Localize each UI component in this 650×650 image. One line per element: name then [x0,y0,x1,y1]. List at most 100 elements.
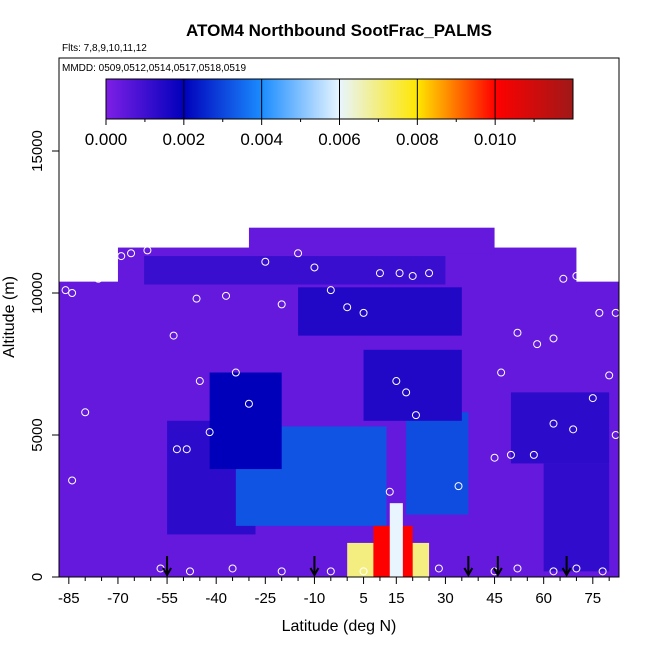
y-tick-label: 15000 [29,130,46,172]
sample-point [192,294,201,303]
sample-point [559,274,568,283]
sample-point [605,371,614,380]
heatmap-cell-14 [389,503,403,577]
colorbar-tick-label: 0.000 [85,130,128,149]
profile-arrow [463,556,474,578]
sample-point [513,564,522,573]
heatmap-cell-11 [543,463,610,572]
dates-label: MMDD: 0509,0512,0514,0517,0518,0519 [62,63,246,74]
sample-point [231,368,240,377]
sample-point [68,289,77,297]
sample-point [375,269,384,278]
sample-point [143,246,152,255]
sample-point [392,377,401,386]
profile-arrows [162,556,572,578]
sample-point [326,567,335,576]
x-axis-label: Latitude (deg N) [282,618,397,635]
x-tick-label: -85 [58,590,80,607]
sample-point [533,340,542,349]
sample-point [611,308,619,317]
sample-point [61,286,70,295]
sample-point [195,377,204,386]
sample-point [182,445,191,454]
sample-point [359,567,368,576]
x-tick-label: 45 [486,590,503,607]
colorbar-tick-label: 0.004 [240,130,283,149]
y-tick-label: 5000 [29,418,46,451]
colorbar-tick-label: 0.002 [163,130,206,149]
sample-point [172,445,181,454]
sample-point [68,476,77,485]
sample-point [513,328,522,337]
x-tick-label: -10 [304,590,326,607]
sample-point [549,334,558,343]
heatmap-cell-3 [144,256,446,285]
sample-point [185,567,194,576]
sample-point [402,388,411,397]
x-tick-label: -25 [254,590,276,607]
profile-arrow [309,556,320,578]
sample-point [359,308,368,317]
x-tick-label: -55 [156,590,178,607]
sample-point [549,567,558,576]
sample-point [588,394,597,403]
sample-point [310,263,319,272]
heatmap-cell-9 [363,349,462,421]
profile-arrow [162,556,172,578]
sample-point [395,269,404,278]
y-axis: 0 5000 10000 15000 [29,130,60,581]
y-tick-label: 0 [29,573,46,581]
sample-point [94,274,103,283]
colorbar-tick-label: 0.010 [474,130,517,149]
sample-point [529,450,538,459]
x-tick-label: 5 [359,590,367,607]
x-tick-label: 30 [437,590,454,607]
sample-point [595,308,604,317]
sample-point [326,286,335,295]
profile-arrow [561,556,572,578]
sample-point [490,453,499,462]
x-tick-label: -40 [205,590,227,607]
sample-point [100,269,109,278]
colorbar-tick-label: 0.008 [396,130,439,149]
sample-point [506,450,515,459]
colorbar-tick-label: 0.006 [318,130,361,149]
x-tick-label: -70 [107,590,129,607]
plot-area [59,227,619,577]
sample-point [434,564,443,573]
sample-point [569,425,578,434]
profile-arrow [492,556,503,578]
heatmap-cell-10 [510,392,610,464]
sample-point [169,331,178,340]
sample-point [549,419,558,428]
sample-point [81,408,90,417]
x-tick-label: 60 [535,590,552,607]
sample-point [222,291,231,300]
sample-point [127,249,136,258]
sample-point [408,271,417,280]
chart-title: ATOM4 Northbound SootFrac_PALMS [186,21,492,40]
sample-point [205,428,214,437]
heatmap-cell-7 [209,372,282,470]
sample-point [294,249,303,258]
sample-point [497,368,506,377]
heatmap-cell-4 [298,287,462,336]
sample-point [454,482,463,491]
heatmap-cell-8 [406,412,469,515]
x-tick-label: 15 [388,590,405,607]
sample-point [572,271,581,280]
colorbar: 0.000 0.002 0.004 0.006 0.008 0.010 [85,78,574,149]
sample-point [611,431,619,439]
flights-label: Flts: 7,8,9,10,11,12 [62,43,147,54]
x-axis: -85 -70 -55 -40 -25 -10 5 15 30 45 60 75 [58,576,610,607]
sample-point [277,567,286,576]
sample-point [411,411,420,420]
sample-point [598,567,607,576]
sample-point [277,300,286,309]
sample-point [117,252,126,261]
sample-point [228,564,237,573]
y-axis-label: Altitude (m) [1,276,18,358]
sample-point [385,487,394,496]
sample-point [425,269,434,278]
